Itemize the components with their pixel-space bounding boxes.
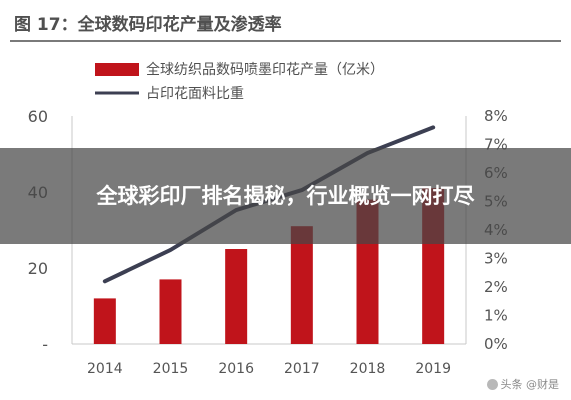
watermark: 头条 @财是 xyxy=(486,376,560,392)
watermark-icon xyxy=(486,378,498,390)
x-tick-label: 2017 xyxy=(284,361,320,377)
legend-bar-swatch xyxy=(95,63,139,76)
bar xyxy=(93,298,116,344)
left-tick-label: 60 xyxy=(28,107,48,126)
legend-line-label: 占印花面料比重 xyxy=(146,86,244,102)
watermark-text: 头条 @财是 xyxy=(500,378,560,391)
bar xyxy=(159,279,182,344)
title-divider xyxy=(10,40,561,42)
right-tick-label: 2% xyxy=(484,278,508,296)
right-tick-label: 8% xyxy=(484,107,508,125)
x-tick-label: 2016 xyxy=(218,361,254,377)
overlay-title: 全球彩印厂排名揭秘，行业概览一网打尽 xyxy=(96,184,475,208)
bar xyxy=(290,226,313,344)
right-tick-label: 3% xyxy=(484,250,508,268)
legend-bar-label: 全球纺织品数码喷墨印花产量（亿米） xyxy=(146,61,384,78)
right-tick-label: 0% xyxy=(484,335,508,353)
legend: 全球纺织品数码喷墨印花产量（亿米） 占印花面料比重 xyxy=(95,61,384,102)
x-tick-label: 2015 xyxy=(153,361,189,377)
overlay-banner: 全球彩印厂排名揭秘，行业概览一网打尽 xyxy=(0,148,571,244)
left-tick-label: 20 xyxy=(28,259,48,278)
figure-title: 图 17：全球数码印花产量及渗透率 xyxy=(14,15,282,35)
left-tick-label: - xyxy=(42,335,48,354)
x-tick-label: 2014 xyxy=(87,361,123,377)
bar xyxy=(225,249,248,344)
x-tick-label: 2018 xyxy=(350,361,386,377)
right-tick-label: 1% xyxy=(484,307,508,325)
x-tick-label: 2019 xyxy=(415,361,451,377)
